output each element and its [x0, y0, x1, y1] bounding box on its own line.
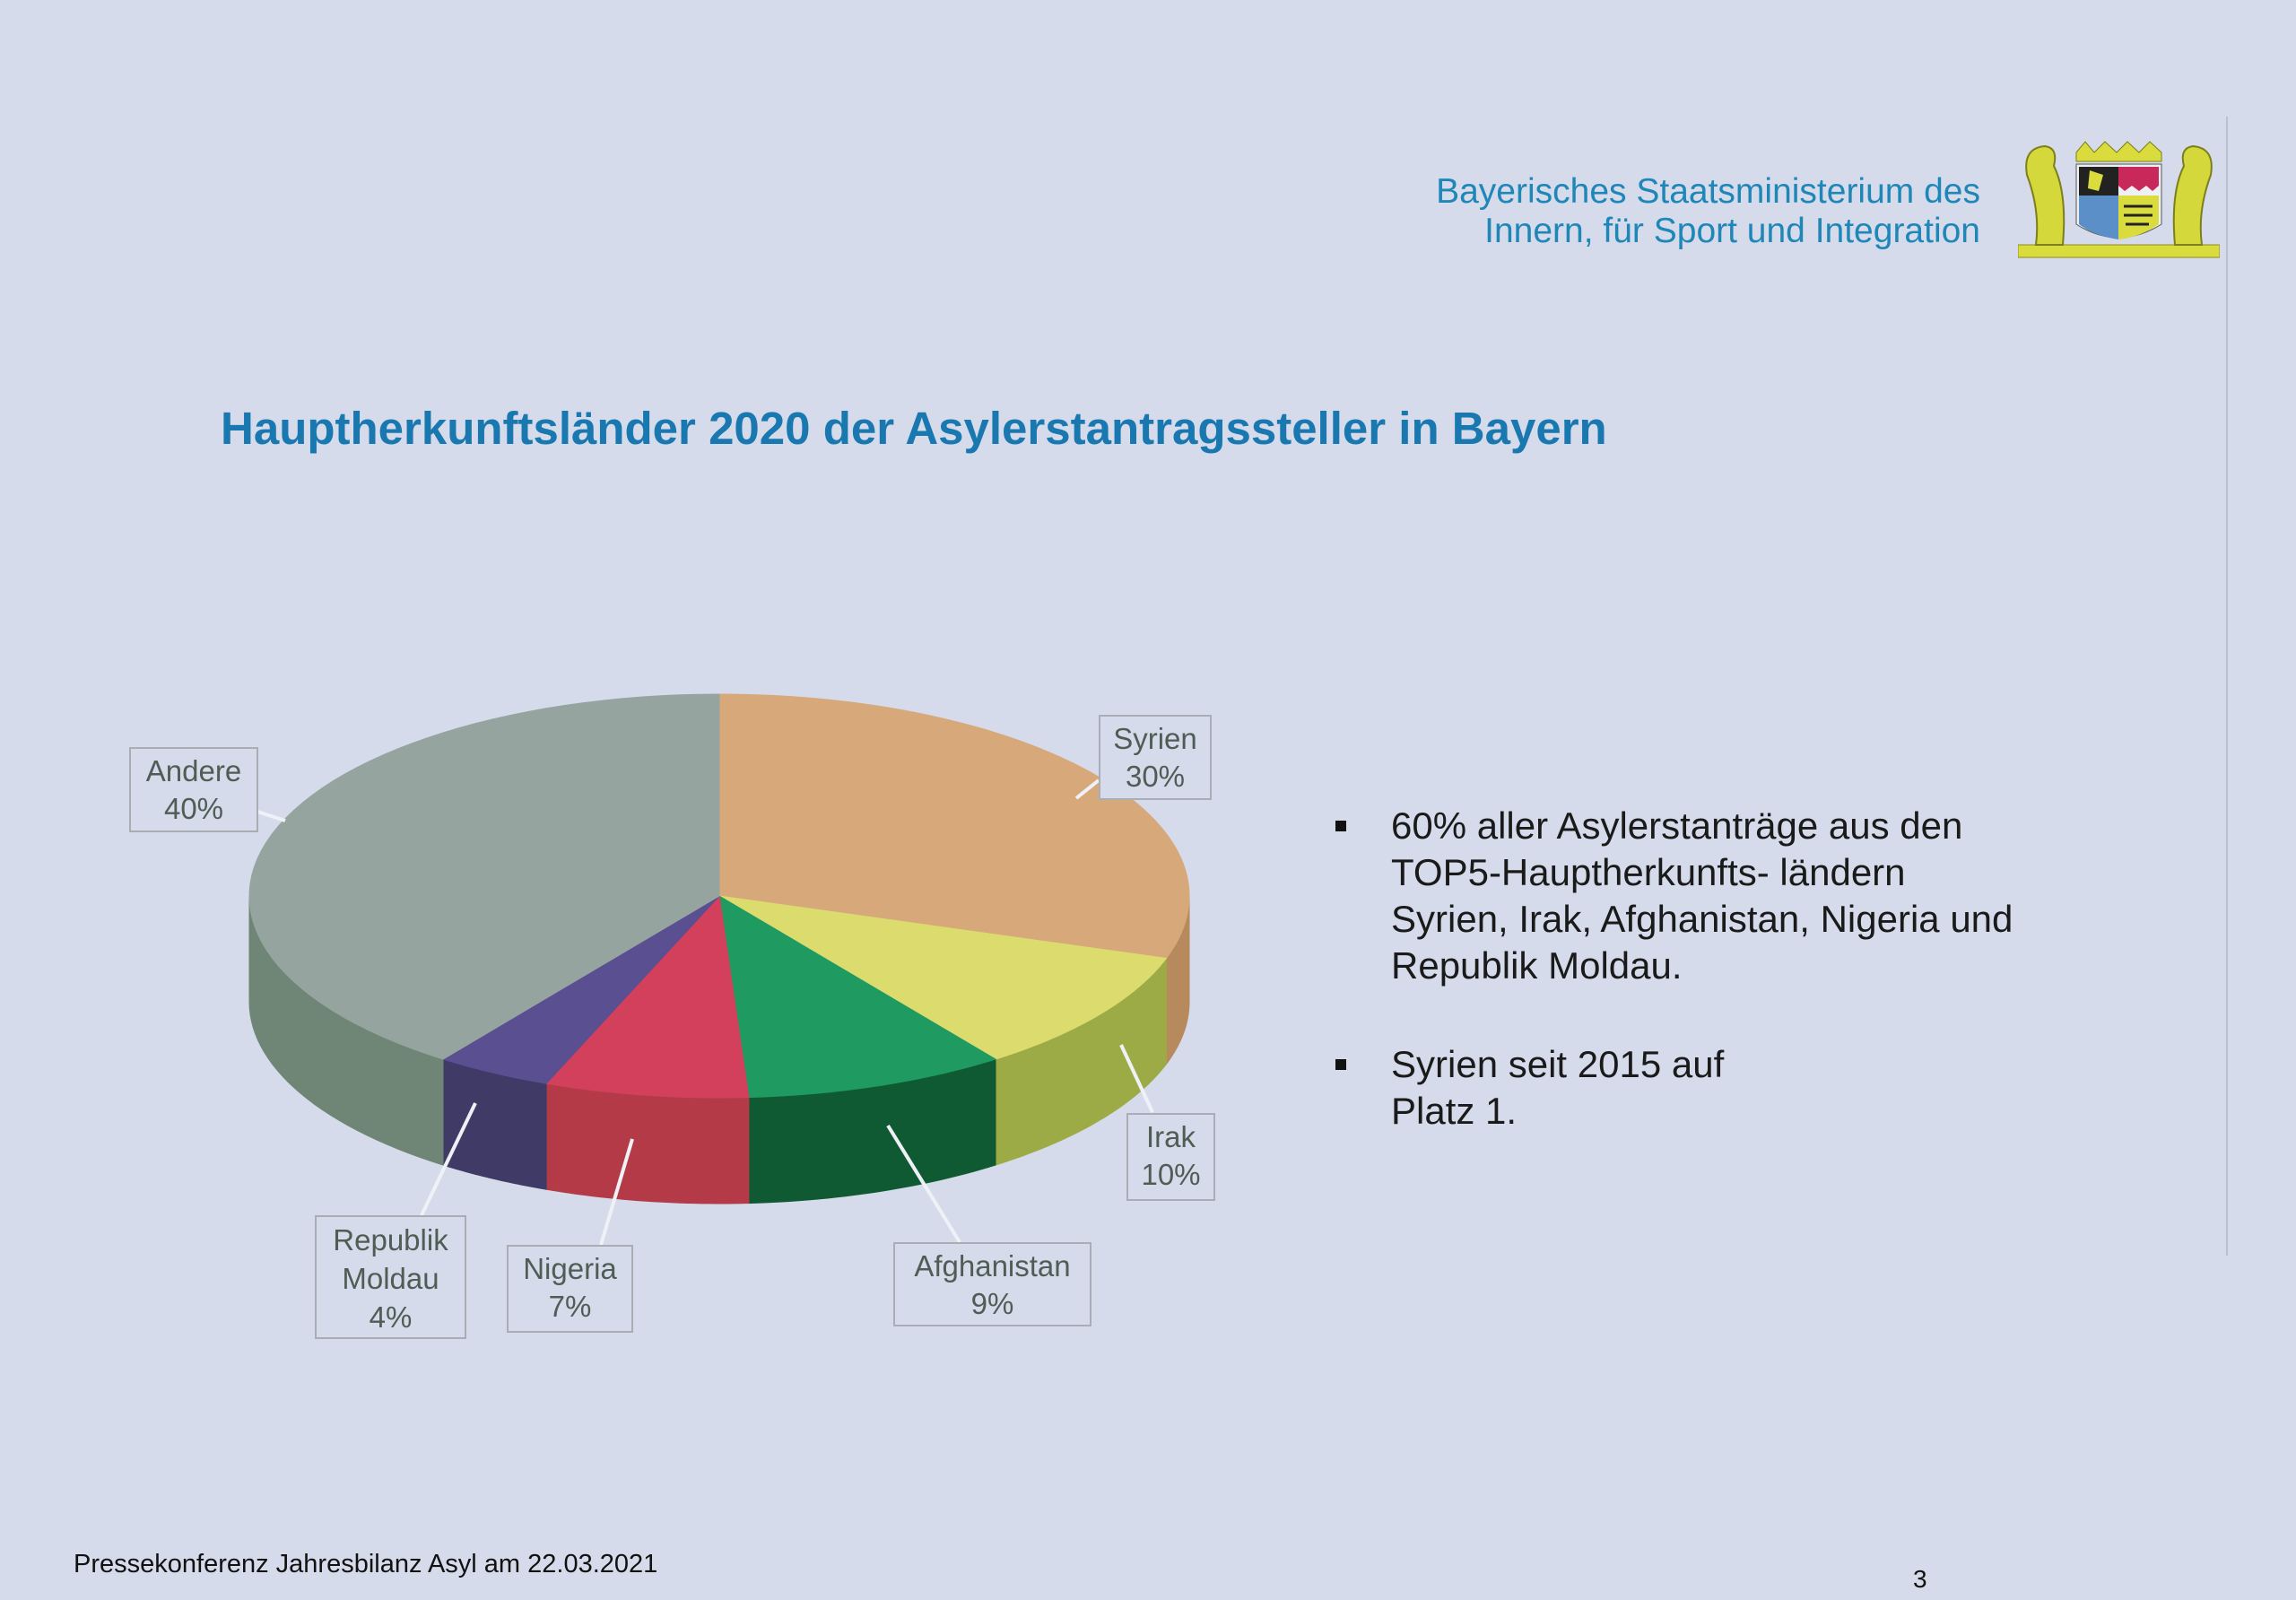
label-irak-name: Irak — [1145, 1120, 1196, 1153]
label-andere-name: Andere — [145, 754, 242, 787]
bullet-list: 60% aller Asylerstanträge aus den TOP5-H… — [1335, 803, 2017, 1187]
bullet-square-icon — [1335, 1059, 1346, 1070]
ministry-line-2: Innern, für Sport und Integration — [1484, 212, 1980, 250]
label-moldau-value: 4% — [369, 1300, 413, 1334]
label-syrien-name: Syrien — [1113, 722, 1197, 755]
coat-of-arms-icon — [2018, 141, 2220, 258]
label-afghanistan: Afghanistan 9% — [893, 1242, 1091, 1326]
label-irak: Irak 10% — [1126, 1113, 1215, 1201]
bullet-item: 60% aller Asylerstanträge aus den TOP5-H… — [1335, 803, 2017, 989]
bullet-text: 60% aller Asylerstanträge aus den TOP5-H… — [1391, 804, 2013, 987]
label-moldau-name: Republik Moldau — [333, 1223, 448, 1295]
chart-title: Hauptherkunftsländer 2020 der Asylerstan… — [221, 403, 1607, 454]
leader-line — [886, 1124, 961, 1244]
ministry-name: Bayerisches Staatsministerium des Innern… — [1436, 172, 1980, 251]
label-nigeria: Nigeria 7% — [507, 1245, 633, 1333]
pie-slice-irak — [718, 895, 1168, 1060]
label-syrien-value: 30% — [1125, 760, 1186, 793]
bullet-text: Syrien seit 2015 auf Platz 1. — [1391, 1043, 1725, 1132]
page-number: 3 — [1913, 1565, 1927, 1593]
label-irak-value: 10% — [1141, 1158, 1201, 1191]
ministry-line-1: Bayerisches Staatsministerium des — [1436, 172, 1980, 211]
leader-line — [1074, 778, 1100, 800]
leader-line — [1119, 1044, 1154, 1113]
label-nigeria-name: Nigeria — [523, 1252, 617, 1285]
label-andere: Andere 40% — [129, 747, 258, 832]
bullet-square-icon — [1335, 821, 1346, 831]
pie-slice-republik-moldau — [441, 895, 720, 1084]
label-afghanistan-value: 9% — [970, 1287, 1014, 1320]
label-nigeria-value: 7% — [548, 1290, 592, 1323]
label-moldau: Republik Moldau 4% — [315, 1215, 466, 1339]
leader-line — [599, 1138, 634, 1246]
bullet-item: Syrien seit 2015 auf Platz 1. — [1335, 1041, 2017, 1135]
pie-slice-afghanistan — [718, 895, 997, 1099]
pie-slice-nigeria — [545, 894, 750, 1099]
label-afghanistan-name: Afghanistan — [914, 1249, 1071, 1283]
pie-side-nigeria — [545, 1083, 750, 1204]
leader-line — [420, 1102, 477, 1216]
footer-text: Pressekonferenz Jahresbilanz Asyl am 22.… — [74, 1550, 658, 1578]
label-andere-value: 40% — [163, 792, 224, 825]
leader-line — [257, 810, 286, 822]
page-edge-line — [2226, 117, 2228, 1256]
pie-slice-andere — [248, 693, 720, 1060]
label-syrien: Syrien 30% — [1099, 715, 1212, 800]
